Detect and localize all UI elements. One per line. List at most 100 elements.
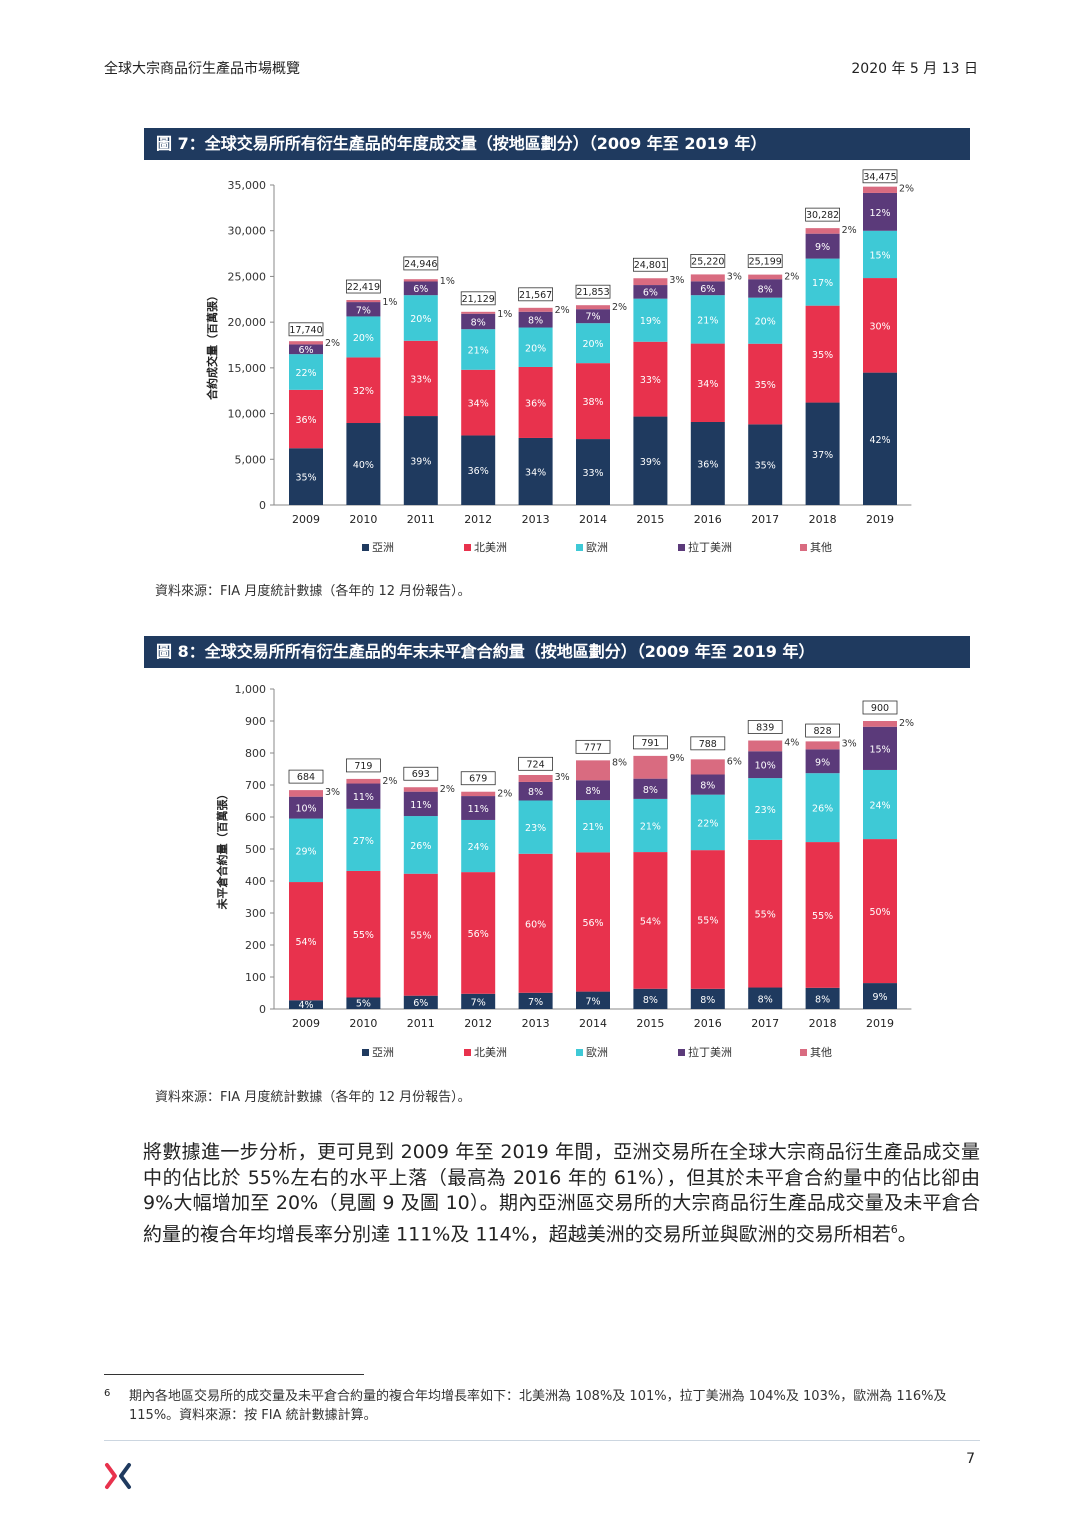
segment-percent-label: 40%	[353, 460, 374, 471]
bar-segment-latin-america	[805, 749, 840, 774]
total-box	[747, 720, 783, 734]
segment-percent-label: 8%	[643, 785, 658, 796]
bar-segment-latin-america	[346, 783, 381, 809]
bar-segment-asia	[346, 423, 381, 505]
analysis-text: 將數據進一步分析，更可見到 2009 年至 2019 年間，亞洲交易所在全球大宗…	[143, 1141, 980, 1245]
total-value-label: 25,220	[691, 256, 724, 267]
bar-segment-latin-america	[518, 311, 553, 328]
other-percent-label: 2%	[784, 272, 799, 283]
other-percent-label: 9%	[669, 753, 684, 764]
x-tick-label: 2013	[522, 1017, 550, 1030]
segment-percent-label: 8%	[643, 995, 658, 1006]
bar-segment-europe	[576, 800, 610, 853]
bar-segment-other	[576, 760, 610, 781]
x-tick-label: 2009	[292, 513, 320, 526]
total-box	[862, 169, 898, 184]
total-box	[288, 322, 324, 337]
bar-segment-latin-america	[461, 796, 496, 820]
total-value-label: 777	[584, 742, 602, 753]
x-tick-label: 2016	[694, 1017, 722, 1030]
segment-percent-label: 35%	[755, 461, 776, 472]
bar-segment-other	[461, 311, 496, 314]
x-tick-label: 2019	[866, 513, 894, 526]
total-value-label: 30,282	[806, 210, 839, 221]
total-value-label: 839	[756, 723, 774, 734]
bar-segment-north-america	[863, 839, 897, 984]
bar-segment-north-america	[576, 363, 610, 440]
segment-percent-label: 9%	[815, 757, 830, 768]
segment-percent-label: 33%	[582, 468, 603, 479]
segment-percent-label: 7%	[585, 312, 600, 323]
segment-percent-label: 5%	[356, 999, 371, 1010]
other-percent-label: 2%	[325, 338, 340, 349]
total-value-label: 679	[469, 774, 487, 785]
legend-label-europe: 歐洲	[586, 1045, 608, 1059]
bar-segment-other	[805, 228, 840, 234]
total-value-label: 17,740	[289, 325, 322, 336]
segment-percent-label: 21%	[468, 345, 489, 356]
bar-segment-europe	[633, 298, 668, 342]
segment-percent-label: 54%	[295, 937, 316, 948]
y-tick-label: 600	[245, 811, 266, 824]
bar-segment-other	[346, 300, 381, 303]
segment-percent-label: 56%	[582, 918, 603, 929]
segment-percent-label: 6%	[700, 284, 715, 295]
total-value-label: 21,567	[519, 290, 552, 301]
figure-7-source: 資料來源：FIA 月度統計數據（各年的 12 月份報告）。	[155, 584, 471, 599]
bar-segment-north-america	[461, 369, 496, 436]
legend-swatch-other	[800, 1049, 807, 1056]
segment-percent-label: 7%	[356, 305, 371, 316]
segment-percent-label: 39%	[640, 457, 661, 468]
footnote-divider	[104, 1374, 364, 1375]
total-box	[518, 287, 554, 302]
bar-segment-north-america	[461, 872, 496, 994]
total-value-label: 21,129	[462, 294, 495, 305]
y-tick-label: 700	[245, 779, 266, 792]
segment-percent-label: 17%	[812, 278, 833, 289]
bar-segment-north-america	[748, 839, 783, 988]
segment-percent-label: 12%	[869, 208, 890, 219]
legend-label-other: 其他	[810, 1046, 832, 1059]
bar-segment-europe	[805, 258, 840, 306]
footnote-ref[interactable]: 6	[890, 1222, 898, 1236]
segment-percent-label: 24%	[869, 801, 890, 812]
other-percent-label: 6%	[727, 756, 742, 767]
x-tick-label: 2011	[407, 1017, 435, 1030]
bar-segment-latin-america	[576, 309, 610, 324]
x-tick-label: 2011	[407, 513, 435, 526]
y-tick-label: 200	[245, 939, 266, 952]
other-percent-label: 1%	[497, 309, 512, 320]
bar-segment-asia	[863, 983, 897, 1009]
total-value-label: 693	[412, 769, 430, 780]
total-box	[805, 207, 840, 222]
total-box	[288, 769, 324, 784]
bar-segment-north-america	[289, 882, 323, 1001]
bar-segment-north-america	[805, 305, 840, 403]
other-percent-label: 8%	[612, 757, 627, 768]
segment-percent-label: 19%	[640, 316, 661, 327]
figure-8-chart: 0 100 200 300 400 500 600 700 800 900 1,000 未平倉合約量（…	[215, 683, 914, 1059]
other-percent-label: 3%	[842, 738, 857, 749]
other-percent-label: 2%	[899, 718, 914, 729]
total-value-label: 22,419	[347, 282, 380, 293]
segment-percent-label: 8%	[585, 786, 600, 797]
y-tick-label: 30,000	[228, 225, 267, 238]
bar-segment-other	[289, 790, 323, 797]
segment-percent-label: 8%	[528, 316, 543, 327]
bar-segment-europe	[863, 230, 897, 279]
bar-segment-latin-america	[346, 302, 381, 317]
legend-label-asia: 亞洲	[372, 541, 394, 554]
segment-percent-label: 21%	[697, 315, 718, 326]
bar-segment-europe	[518, 800, 553, 854]
bar-segment-north-america	[576, 852, 610, 992]
segment-percent-label: 15%	[869, 744, 890, 755]
bar-segment-asia	[403, 416, 438, 505]
bar-segment-other	[633, 755, 668, 779]
y-tick-label: 500	[245, 843, 266, 856]
total-value-label: 900	[871, 703, 889, 714]
total-value-label: 21,853	[576, 287, 609, 298]
segment-percent-label: 20%	[755, 317, 776, 328]
bar-segment-other	[633, 278, 668, 286]
bar-segment-north-america	[518, 366, 553, 438]
total-box	[403, 766, 439, 781]
